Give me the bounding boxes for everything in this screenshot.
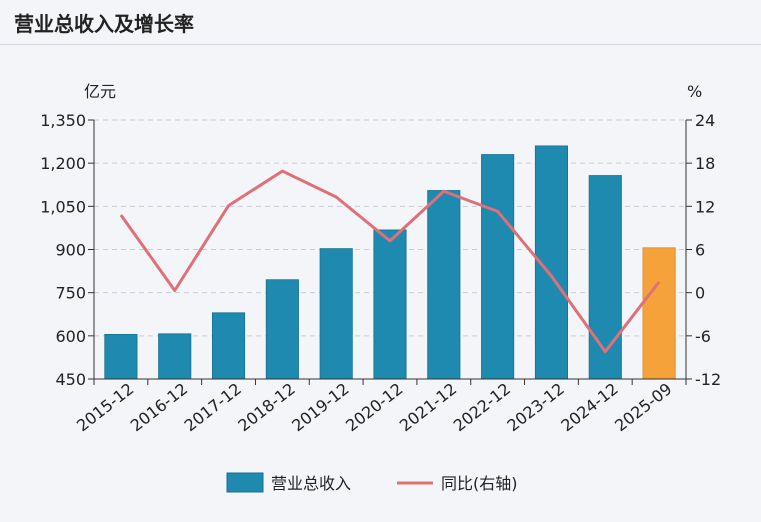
x-tick-label: 2022-12 (450, 379, 514, 435)
right-tick-label: -6 (695, 327, 711, 346)
x-tick-label: 2025-09 (611, 379, 675, 435)
legend-bar-swatch[interactable] (226, 472, 264, 493)
chart-title: 营业总收入及增长率 (14, 11, 194, 36)
right-tick-label: 6 (695, 241, 705, 260)
left-tick-label: 1,050 (40, 197, 86, 216)
right-tick-label: -12 (695, 370, 721, 389)
right-tick-label: 18 (695, 154, 715, 173)
bar-2018-12[interactable] (265, 279, 299, 380)
x-tick-label: 2023-12 (504, 379, 568, 435)
left-tick-label: 900 (55, 241, 86, 260)
bar-2024-12[interactable] (588, 175, 622, 380)
left-tick-label: 1,350 (40, 111, 86, 130)
bar-2015-12[interactable] (104, 333, 138, 380)
left-tick-label: 450 (55, 370, 86, 389)
bar-2019-12[interactable] (319, 248, 353, 380)
left-tick-label: 750 (55, 284, 86, 303)
left-tick-label: 1,200 (40, 154, 86, 173)
revenue-growth-chart: 450 600 750 900 1,050 1,200 1,350 -12 -6 0 6 12 18 24… (40, 82, 721, 493)
chart-header: 营业总收入及增长率 (0, 0, 761, 45)
bar-2017-12[interactable] (211, 312, 246, 380)
left-tick-label: 600 (55, 327, 86, 346)
x-tick-label: 2021-12 (396, 379, 460, 435)
left-axis-unit: 亿元 (84, 82, 116, 101)
growth-line[interactable] (119, 169, 661, 354)
x-tick-label: 2017-12 (181, 379, 245, 435)
x-tick-label: 2016-12 (127, 379, 191, 435)
right-tick-label: 24 (695, 111, 715, 130)
bar-2020-12[interactable] (373, 229, 407, 380)
bar-2021-12[interactable] (427, 190, 461, 380)
bar-2025-09[interactable] (642, 247, 676, 380)
bar-2016-12[interactable] (158, 333, 192, 380)
legend-line-label[interactable]: 同比(右轴) (441, 474, 518, 493)
x-tick-label: 2018-12 (234, 379, 298, 435)
x-tick-label: 2019-12 (288, 379, 352, 435)
right-tick-label: 0 (695, 284, 705, 303)
right-axis-unit: % (687, 82, 702, 101)
legend: 营业总收入 同比(右轴) (226, 472, 518, 493)
bar-2022-12[interactable] (481, 154, 515, 380)
x-tick-label: 2020-12 (342, 379, 406, 435)
x-tick-label: 2024-12 (557, 379, 621, 435)
bar-series (104, 145, 676, 380)
legend-bar-label[interactable]: 营业总收入 (271, 474, 351, 493)
right-tick-label: 12 (695, 197, 715, 216)
line-series (119, 169, 661, 354)
